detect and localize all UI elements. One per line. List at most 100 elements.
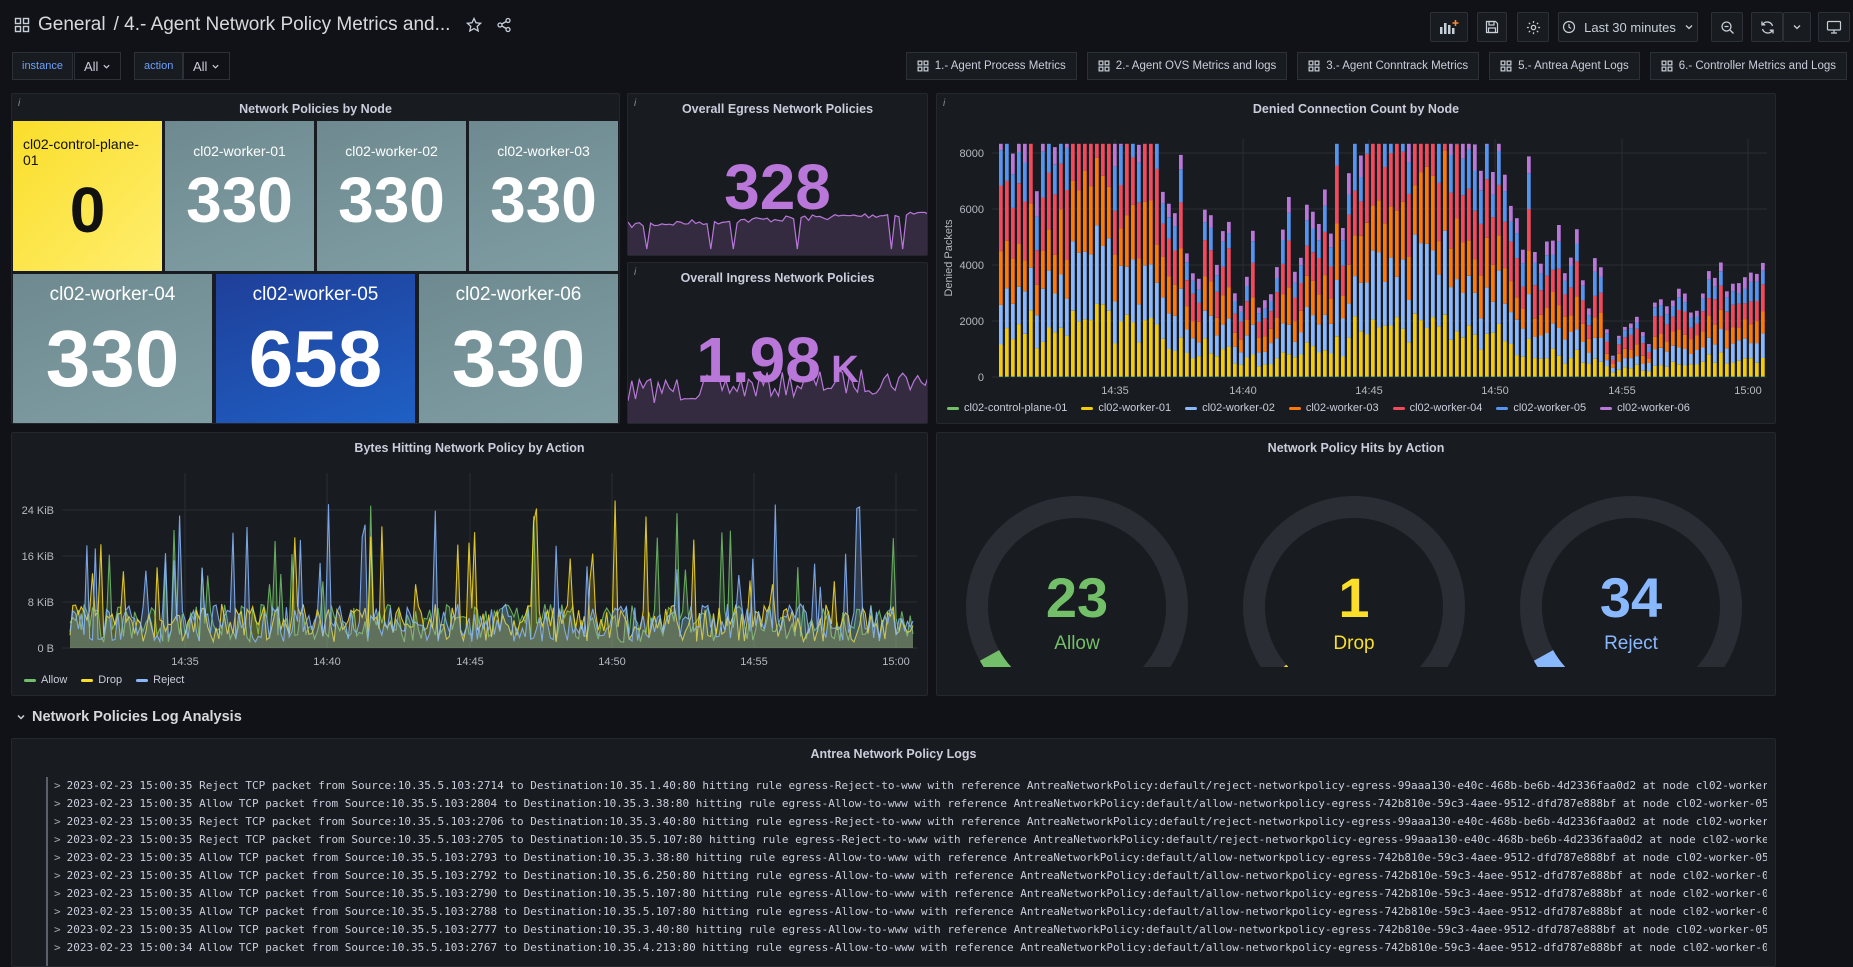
info-icon[interactable]: i (634, 267, 637, 278)
stat-tile-value: 0 (69, 174, 106, 246)
panel-title[interactable]: Antrea Network Policy Logs (810, 747, 977, 761)
dashboard-link-label: 2.- Agent OVS Metrics and logs (1115, 60, 1277, 72)
panel-title[interactable]: Bytes Hitting Network Policy by Action (354, 441, 585, 455)
bar-segment (1269, 364, 1273, 377)
legend-item[interactable]: cl02-worker-02 (1185, 402, 1275, 414)
dashboards-grid-icon[interactable] (14, 17, 30, 33)
bar-segment (1065, 335, 1069, 377)
panel-title[interactable]: Network Policies by Node (239, 102, 392, 116)
tv-mode-button[interactable] (1818, 12, 1850, 42)
bar-segment (1497, 143, 1501, 151)
variable-select-instance[interactable]: All (74, 52, 122, 80)
variable-select-action[interactable]: All (183, 52, 231, 80)
bar-segment (1029, 203, 1033, 268)
bytes-line-chart[interactable]: 0 B 8 KiB 16 KiB 24 KiB 14:35 14:40 14:45 14:50… (12, 433, 929, 673)
log-line[interactable]: >2023-02-23 15:00:35 Allow TCP packet fr… (46, 867, 1767, 885)
zoom-out-button[interactable] (1711, 12, 1743, 42)
legend-item[interactable]: cl02-worker-04 (1392, 402, 1482, 414)
folder-link[interactable]: General (38, 14, 106, 35)
time-picker[interactable]: Last 30 minutes (1558, 12, 1698, 42)
bar-segment (1209, 250, 1213, 282)
legend-item[interactable]: cl02-worker-01 (1081, 402, 1171, 414)
bar-segment (1605, 333, 1609, 342)
dashboards-grid-icon (1098, 60, 1110, 72)
bar-segment (1539, 290, 1543, 315)
bar-segment (1149, 376, 1153, 377)
bar-segment (1719, 329, 1723, 353)
legend-item[interactable]: Drop (81, 674, 122, 686)
bar-segment (1215, 376, 1219, 377)
bar-segment (1509, 281, 1513, 313)
dashboard-link[interactable]: 6.- Controller Metrics and Logs (1649, 52, 1847, 80)
bar-segment (1173, 226, 1177, 251)
dashboard-link[interactable]: 1.- Agent Process Metrics (905, 52, 1077, 80)
log-line[interactable]: >2023-02-23 15:00:34 Allow TCP packet fr… (46, 939, 1767, 957)
bar-segment (1515, 218, 1519, 234)
bar-segment (1227, 318, 1231, 347)
bar-segment (1347, 303, 1351, 338)
save-dashboard-button[interactable] (1477, 12, 1507, 42)
refresh-button[interactable] (1751, 12, 1783, 42)
log-line[interactable]: >2023-02-23 15:00:35 Allow TCP packet fr… (46, 849, 1767, 867)
bar-segment (1371, 319, 1375, 377)
log-line[interactable]: >2023-02-23 15:00:35 Allow TCP packet fr… (46, 903, 1767, 921)
bar-segment (1671, 345, 1675, 362)
legend-item[interactable]: Reject (136, 674, 184, 686)
bar-segment (1647, 376, 1651, 377)
panel-title[interactable]: Denied Connection Count by Node (1252, 102, 1460, 116)
bar-segment (1353, 376, 1357, 377)
log-line[interactable]: >2023-02-23 15:00:35 Reject TCP packet f… (46, 813, 1767, 831)
bar-segment (1137, 162, 1141, 203)
dashboard-link[interactable]: 3.- Agent Conntrack Metrics (1297, 52, 1480, 80)
dashboard-link[interactable]: 2.- Agent OVS Metrics and logs (1086, 52, 1288, 80)
panel-title[interactable]: Network Policy Hits by Action (1267, 441, 1445, 455)
panel-title[interactable]: Overall Ingress Network Policies (680, 271, 875, 285)
info-icon[interactable]: i (18, 98, 21, 109)
legend-item[interactable]: Allow (24, 674, 67, 686)
log-line[interactable]: >2023-02-23 15:00:35 Reject TCP packet f… (46, 777, 1767, 795)
panel-title[interactable]: Overall Egress Network Policies (681, 102, 874, 116)
bar-segment (1419, 143, 1423, 173)
row-header[interactable]: Network Policies Log Analysis (16, 709, 242, 725)
log-line[interactable]: >2023-02-23 15:00:35 Allow TCP packet fr… (46, 885, 1767, 903)
bar-segment (1617, 369, 1621, 377)
bar-segment (1539, 263, 1543, 274)
log-line[interactable]: >2023-02-23 15:00:35 Allow TCP packet fr… (46, 795, 1767, 813)
bar-segment (1275, 317, 1279, 339)
bar-segment (1047, 376, 1051, 377)
bar-segment (1695, 310, 1699, 317)
bar-segment (1653, 336, 1657, 350)
bar-segment (1689, 339, 1693, 354)
bar-segment (1755, 301, 1759, 322)
bar-segment (1263, 318, 1267, 337)
bar-segment (1491, 332, 1495, 377)
bar-segment (1239, 339, 1243, 353)
bar-segment (1515, 297, 1519, 320)
share-icon[interactable] (496, 17, 512, 33)
bar-segment (1503, 303, 1507, 342)
bar-segment (1167, 203, 1171, 218)
dashboard-link[interactable]: 5.- Antrea Agent Logs (1489, 52, 1640, 80)
legend-item[interactable]: cl02-control-plane-01 (947, 402, 1067, 414)
log-line[interactable]: >2023-02-23 15:00:35 Reject TCP packet f… (46, 831, 1767, 849)
bar-segment (1149, 200, 1153, 265)
bar-segment (1413, 376, 1417, 377)
bar-segment (1059, 376, 1063, 377)
add-panel-button[interactable] (1430, 12, 1468, 42)
info-icon[interactable]: i (634, 98, 637, 109)
bar-segment (1107, 143, 1111, 187)
settings-button[interactable] (1517, 12, 1549, 42)
log-line[interactable]: >2023-02-23 15:00:35 Allow TCP packet fr… (46, 921, 1767, 939)
bar-segment (1311, 280, 1315, 316)
star-icon[interactable] (466, 17, 483, 33)
dashboard-title[interactable]: / 4.- Agent Network Policy Metrics and..… (113, 14, 451, 35)
legend-item[interactable]: cl02-worker-05 (1496, 402, 1586, 414)
bar-segment (1479, 223, 1483, 276)
bar-segment (1197, 342, 1201, 357)
legend-item[interactable]: cl02-worker-06 (1600, 402, 1690, 414)
legend-item[interactable]: cl02-worker-03 (1288, 402, 1379, 414)
refresh-interval-dropdown[interactable] (1783, 12, 1811, 42)
denied-bar-chart[interactable]: 0 2000 4000 6000 8000 Denied Packets 14:35 14:4… (937, 94, 1777, 399)
breadcrumb: General / 4.- Agent Network Policy Metri… (14, 14, 512, 36)
info-icon[interactable]: i (943, 98, 946, 109)
